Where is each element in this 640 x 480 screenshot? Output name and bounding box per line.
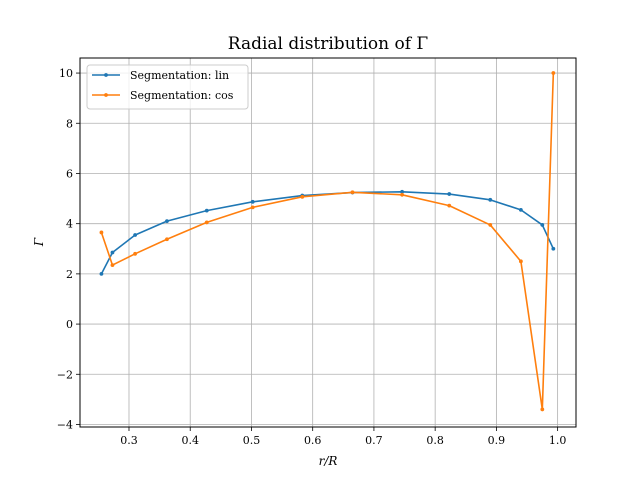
x-tick-label: 0.3 — [120, 434, 138, 447]
legend: Segmentation: lin Segmentation: cos — [86, 64, 249, 110]
x-tick-label: 0.8 — [426, 434, 444, 447]
y-tick-label: −4 — [57, 418, 73, 431]
plot-frame — [79, 57, 577, 428]
x-tick-label: 0.5 — [243, 434, 261, 447]
data-point — [551, 246, 556, 251]
y-tick-label: 8 — [66, 117, 73, 130]
y-tick-label: 0 — [66, 318, 73, 331]
data-point — [350, 190, 355, 195]
x-tick-label: 1.0 — [549, 434, 567, 447]
data-point — [518, 259, 523, 264]
series-line — [100, 73, 555, 411]
x-tick-label: 0.7 — [365, 434, 383, 447]
data-point — [250, 199, 255, 204]
data-point — [204, 208, 209, 213]
y-axis-label: Γ — [32, 237, 46, 247]
x-axis-label: r/R — [319, 454, 338, 468]
data-point — [99, 271, 104, 276]
x-tick-label: 0.6 — [304, 434, 322, 447]
y-tick-label: 2 — [66, 268, 73, 281]
series-1 — [99, 71, 556, 412]
y-tick-label: 6 — [66, 167, 73, 180]
data-point — [165, 237, 169, 242]
data-point — [99, 230, 104, 235]
y-tick-label: 4 — [66, 218, 73, 231]
data-point — [518, 207, 523, 212]
x-tick-label: 0.9 — [488, 434, 506, 447]
data-point — [133, 233, 138, 237]
chart-title: Radial distribution of Γ — [228, 34, 429, 54]
y-axis: −4 −2 0 2 4 6 8 10 — [57, 67, 80, 431]
data-point — [540, 223, 545, 227]
x-axis: 0.3 0.4 0.5 0.6 0.7 0.8 0.9 1.0 — [120, 427, 566, 447]
data-point — [300, 194, 305, 199]
legend-label: Segmentation: lin — [130, 69, 229, 82]
legend-box — [86, 64, 249, 110]
y-tick-label: 10 — [59, 67, 73, 80]
x-tick-label: 0.4 — [181, 434, 199, 447]
data-point — [110, 263, 115, 267]
data-point — [400, 192, 404, 197]
data-point — [110, 250, 115, 255]
data-point — [133, 251, 138, 256]
legend-marker — [104, 93, 108, 97]
data-point — [400, 189, 404, 194]
legend-marker — [104, 73, 108, 77]
data-point — [551, 71, 556, 75]
data-point — [540, 407, 545, 412]
data-point — [447, 192, 452, 196]
data-point — [165, 219, 169, 224]
data-point — [447, 203, 452, 208]
legend-label: Segmentation: cos — [130, 89, 234, 102]
data-point — [488, 197, 493, 202]
grid — [80, 58, 576, 427]
data-point — [488, 223, 493, 227]
y-tick-label: −2 — [57, 368, 73, 381]
data-point — [250, 205, 255, 210]
series-layer — [99, 71, 556, 412]
data-point — [204, 220, 209, 225]
